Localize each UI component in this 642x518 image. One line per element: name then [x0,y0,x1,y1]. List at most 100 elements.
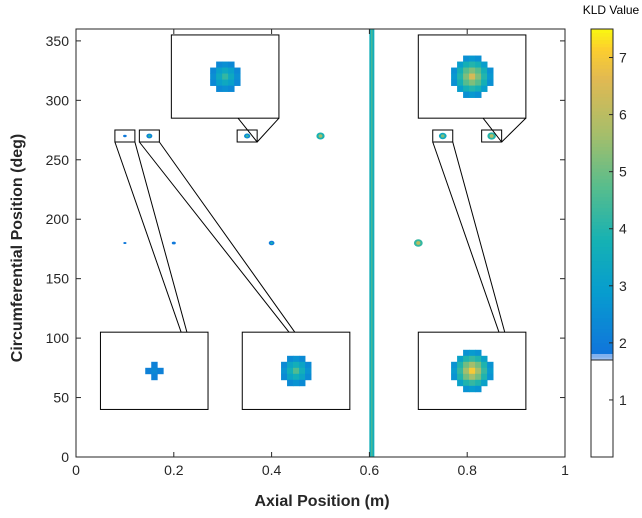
colorbar-title: KLD Value [583,3,640,17]
inset-pixel [469,385,476,393]
inset-pixel [305,367,312,375]
zoom-source-box [432,129,454,143]
inset-pixel [457,79,464,86]
colorbar-segment [591,275,613,280]
inset-pixel [287,355,294,363]
inset-pixel [469,355,476,363]
inset-pixel [222,73,229,80]
inset-pixel [305,373,312,381]
inset-pixel [463,67,470,74]
inset-pixel [475,61,482,68]
colorbar-segment [591,396,613,401]
colorbar-segment [591,171,613,176]
colorbar-segment [591,193,613,198]
y-tick-label: 350 [46,33,70,49]
inset-pixel [481,361,488,369]
colorbar-segment [591,389,613,394]
colorbar-segment [591,139,613,144]
colorbar-segment [591,103,613,108]
inset-pixel [469,373,476,381]
colorbar-segment [591,218,613,223]
defect-spot-core [416,241,421,245]
inset-pixel [475,349,482,357]
colorbar-segment [591,385,613,390]
colorbar-segment [591,332,613,337]
colorbar-segment [591,39,613,44]
inset-pixel [222,67,229,74]
inset-pixel [475,361,482,369]
colorbar-segment [591,53,613,59]
colorbar-segment [591,314,613,319]
colorbar-segment [591,150,613,155]
inset-pixel [451,367,458,375]
colorbar-segment [591,203,613,208]
colorbar-segment [591,257,613,262]
inset-pixel [487,73,494,80]
inset-pixel [469,67,476,74]
colorbar-segment [591,282,613,287]
defect-spot-core [489,134,494,138]
colorbar-segment [591,228,613,233]
inset-pixel [475,79,482,86]
defect-spot-core [148,134,151,138]
colorbar-segment [591,182,613,187]
colorbar-segment [591,71,613,76]
colorbar-segment [591,50,613,55]
colorbar-segment [591,243,613,248]
inset-pixel [481,85,488,92]
inset-pixel [469,55,476,62]
colorbar-segment [591,128,613,133]
colorbar-segment [591,36,613,41]
colorbar-segment [591,264,613,269]
inset-pixel [475,73,482,80]
y-tick-label: 300 [46,92,70,108]
colorbar-segment [591,57,613,62]
y-tick-label: 50 [53,390,69,406]
colorbar-segment [591,321,613,326]
colorbar-segment [591,350,613,355]
inset-pixel [287,361,294,369]
inset-pixel [463,85,470,92]
colorbar-segment [591,78,613,83]
inset-pixel [451,67,458,74]
colorbar-tick-label: 5 [619,164,627,180]
colorbar-tick-label: 2 [619,335,627,351]
colorbar-segment [591,168,613,173]
inset-pixel [299,373,306,381]
colorbar-segment [591,260,613,265]
inset-pixel [234,79,241,86]
inset-pixel [281,373,288,381]
colorbar-segment [591,239,613,244]
colorbar-segment [591,417,613,422]
colorbar-segment [591,325,613,330]
inset-pixel [299,367,306,375]
colorbar-segment [591,335,613,340]
colorbar-segment [591,200,613,205]
x-tick-label: 0.4 [262,462,282,478]
inset-pixel [451,73,458,80]
inset-pixel [151,367,158,375]
colorbar-segment [591,189,613,194]
colorbar-segment [591,449,613,454]
colorbar-segment [591,410,613,415]
inset-pixel [228,85,235,92]
colorbar-segment [591,153,613,158]
inset-pixel [299,355,306,363]
zoom-connector [256,117,280,143]
colorbar-segment [591,29,613,34]
x-tick-label: 0.2 [164,462,184,478]
inset-pixel [210,73,217,80]
inset-pixel [451,361,458,369]
inset-pixel [463,385,470,393]
inset-pixel [222,85,229,92]
inset-pixel [469,73,476,80]
inset-pixel [210,67,217,74]
y-axis-label: Circumferential Position (deg) [9,134,26,362]
colorbar: 1 2 3 4 5 6 7 [590,28,627,458]
colorbar-segment [591,246,613,251]
inset-pixel [487,67,494,74]
inset-pixel [293,379,300,387]
inset-pixel [305,361,312,369]
x-tick-label: 1 [561,462,569,478]
colorbar-segment [591,267,613,273]
